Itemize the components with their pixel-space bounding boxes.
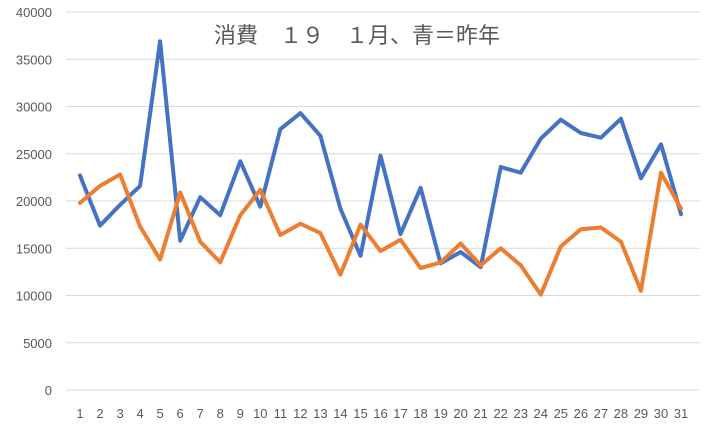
x-tick-label: 24	[534, 406, 548, 421]
x-tick-label: 28	[614, 406, 628, 421]
x-tick-label: 10	[253, 406, 267, 421]
x-tick-label: 21	[473, 406, 487, 421]
x-tick-label: 20	[453, 406, 467, 421]
y-tick-label: 35000	[16, 52, 52, 67]
x-tick-label: 15	[353, 406, 367, 421]
x-tick-label: 17	[393, 406, 407, 421]
y-tick-label: 30000	[16, 100, 52, 115]
x-tick-label: 1	[76, 406, 83, 421]
x-tick-label: 26	[574, 406, 588, 421]
x-tick-label: 12	[293, 406, 307, 421]
x-tick-label: 8	[217, 406, 224, 421]
x-tick-label: 23	[513, 406, 527, 421]
x-tick-label: 9	[237, 406, 244, 421]
y-tick-label: 15000	[16, 241, 52, 256]
y-tick-label: 0	[45, 383, 52, 398]
x-tick-label: 31	[674, 406, 688, 421]
x-tick-label: 5	[157, 406, 164, 421]
chart-title: 消費 １９ １月、青＝昨年	[214, 24, 500, 49]
x-tick-label: 4	[136, 406, 143, 421]
x-tick-label: 30	[654, 406, 668, 421]
x-tick-label: 16	[373, 406, 387, 421]
y-axis-ticks: 0 5000 10000 15000 20000 25000 30000 35000 40000	[16, 5, 52, 398]
x-tick-label: 6	[177, 406, 184, 421]
y-tick-label: 20000	[16, 194, 52, 209]
x-tick-label: 7	[197, 406, 204, 421]
y-tick-label: 40000	[16, 5, 52, 20]
x-tick-label: 11	[274, 406, 288, 421]
series-2	[78, 170, 683, 297]
series-line-1	[78, 39, 683, 270]
x-tick-label: 13	[313, 406, 327, 421]
y-tick-label: 5000	[23, 336, 52, 351]
x-tick-label: 25	[554, 406, 568, 421]
y-tick-label: 10000	[16, 289, 52, 304]
x-tick-label: 27	[594, 406, 608, 421]
y-tick-label: 25000	[16, 147, 52, 162]
series-1	[78, 39, 683, 270]
x-tick-label: 14	[333, 406, 347, 421]
x-tick-label: 22	[493, 406, 507, 421]
x-tick-label: 29	[634, 406, 648, 421]
series-line-2	[78, 170, 683, 297]
series-lines	[78, 39, 683, 297]
x-tick-label: 2	[96, 406, 103, 421]
x-tick-label: 18	[413, 406, 427, 421]
x-tick-label: 3	[116, 406, 123, 421]
x-tick-label: 19	[433, 406, 447, 421]
x-axis-ticks: 1 2 3 4 5 6 7 8 9 10 11 12 13 14 15 16 17 18 19 20 21 22 23 24 2…	[76, 406, 688, 421]
